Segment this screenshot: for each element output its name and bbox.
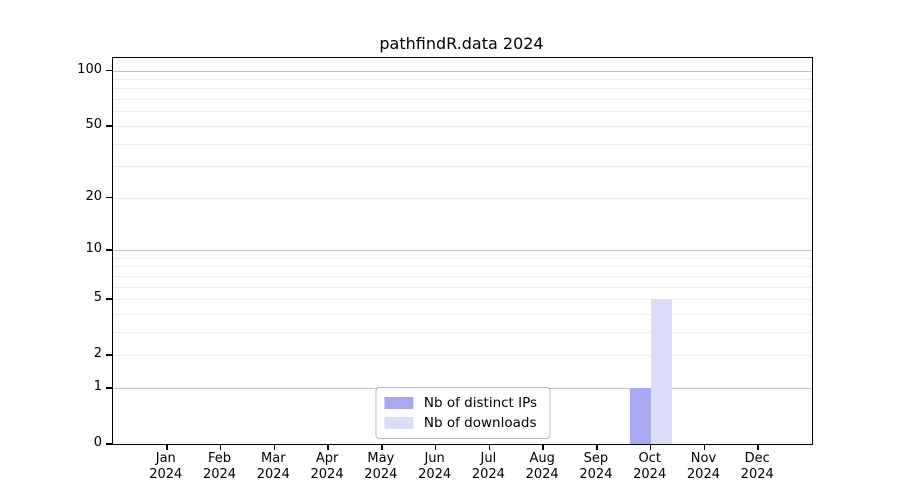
y-tick-100 bbox=[105, 69, 112, 72]
minor-gridline-70 bbox=[113, 99, 812, 101]
legend-item-downloads: Nb of downloads bbox=[383, 415, 537, 431]
y-tick-5 bbox=[105, 298, 112, 300]
x-tick-label-sep: Sep 2024 bbox=[579, 451, 613, 482]
chart-title: pathfindR.data 2024 bbox=[379, 34, 544, 53]
x-tick-jan bbox=[166, 444, 168, 450]
x-tick-label-dec: Dec 2024 bbox=[740, 451, 774, 482]
minor-gridline-7 bbox=[113, 275, 812, 277]
x-tick-label-nov: Nov 2024 bbox=[686, 451, 720, 482]
y-tick-2 bbox=[105, 354, 112, 356]
x-tick-label-aug: Aug 2024 bbox=[525, 451, 559, 482]
legend-item-distinct-ips: Nb of distinct IPs bbox=[383, 395, 538, 411]
y-tick-label-50: 50 bbox=[85, 116, 102, 132]
x-tick-aug bbox=[542, 444, 544, 450]
minor-gridline-3 bbox=[113, 331, 812, 333]
major-gridline-10 bbox=[113, 249, 812, 251]
x-tick-label-apr: Apr 2024 bbox=[310, 451, 344, 482]
minor-gridline-6 bbox=[113, 286, 812, 288]
minor-gridline-90 bbox=[113, 79, 812, 81]
x-tick-sep bbox=[596, 444, 598, 450]
y-tick-label-100: 100 bbox=[77, 61, 102, 77]
legend: Nb of distinct IPs Nb of downloads bbox=[374, 387, 551, 439]
x-tick-label-jul: Jul 2024 bbox=[471, 451, 505, 482]
y-tick-0 bbox=[105, 443, 112, 445]
plot-area: Nb of distinct IPs Nb of downloads bbox=[105, 57, 813, 450]
minor-gridline-30 bbox=[113, 166, 812, 168]
x-tick-label-may: May 2024 bbox=[364, 451, 398, 482]
x-tick-oct bbox=[649, 444, 652, 450]
minor-gridline-8 bbox=[113, 266, 812, 268]
legend-swatch-distinct-ips bbox=[383, 397, 413, 409]
x-tick-label-mar: Mar 2024 bbox=[256, 451, 290, 482]
x-tick-label-feb: Feb 2024 bbox=[202, 451, 237, 482]
x-tick-jul bbox=[488, 444, 491, 450]
y-tick-label-10: 10 bbox=[85, 240, 102, 256]
y-tick-label-2: 2 bbox=[93, 346, 102, 362]
legend-label-distinct-ips: Nb of distinct IPs bbox=[423, 395, 538, 411]
minor-gridline-5 bbox=[113, 299, 812, 301]
minor-gridline-4 bbox=[113, 313, 812, 315]
major-gridline-100 bbox=[113, 70, 812, 72]
x-tick-nov bbox=[703, 444, 706, 450]
x-tick-label-jan: Jan 2024 bbox=[149, 451, 183, 482]
x-tick-label-jun: Jun 2024 bbox=[418, 451, 452, 482]
y-tick-50 bbox=[105, 125, 112, 127]
minor-gridline-60 bbox=[113, 111, 812, 113]
bar-oct-series-1 bbox=[650, 299, 672, 444]
x-tick-jun bbox=[434, 444, 437, 450]
x-tick-dec bbox=[757, 444, 759, 450]
minor-gridline-50 bbox=[113, 125, 812, 127]
y-tick-10 bbox=[105, 249, 112, 251]
y-tick-1 bbox=[105, 387, 112, 389]
y-tick-label-0: 0 bbox=[93, 435, 102, 450]
y-tick-label-20: 20 bbox=[85, 188, 102, 204]
y-tick-20 bbox=[105, 196, 112, 199]
minor-gridline-40 bbox=[113, 143, 812, 145]
y-tick-label-1: 1 bbox=[93, 378, 102, 394]
x-tick-feb bbox=[219, 444, 222, 450]
minor-gridline-2 bbox=[113, 355, 812, 357]
x-tick-may bbox=[381, 444, 383, 450]
legend-swatch-downloads bbox=[383, 417, 413, 429]
legend-label-downloads: Nb of downloads bbox=[423, 415, 537, 431]
minor-gridline-80 bbox=[113, 88, 812, 90]
x-tick-mar bbox=[273, 444, 276, 450]
x-tick-apr bbox=[327, 444, 329, 450]
minor-gridline-9 bbox=[113, 257, 812, 259]
minor-gridline-20 bbox=[113, 197, 812, 199]
x-tick-label-oct: Oct 2024 bbox=[633, 451, 667, 482]
bar-oct-series-0 bbox=[629, 387, 651, 444]
y-tick-label-5: 5 bbox=[93, 290, 102, 306]
